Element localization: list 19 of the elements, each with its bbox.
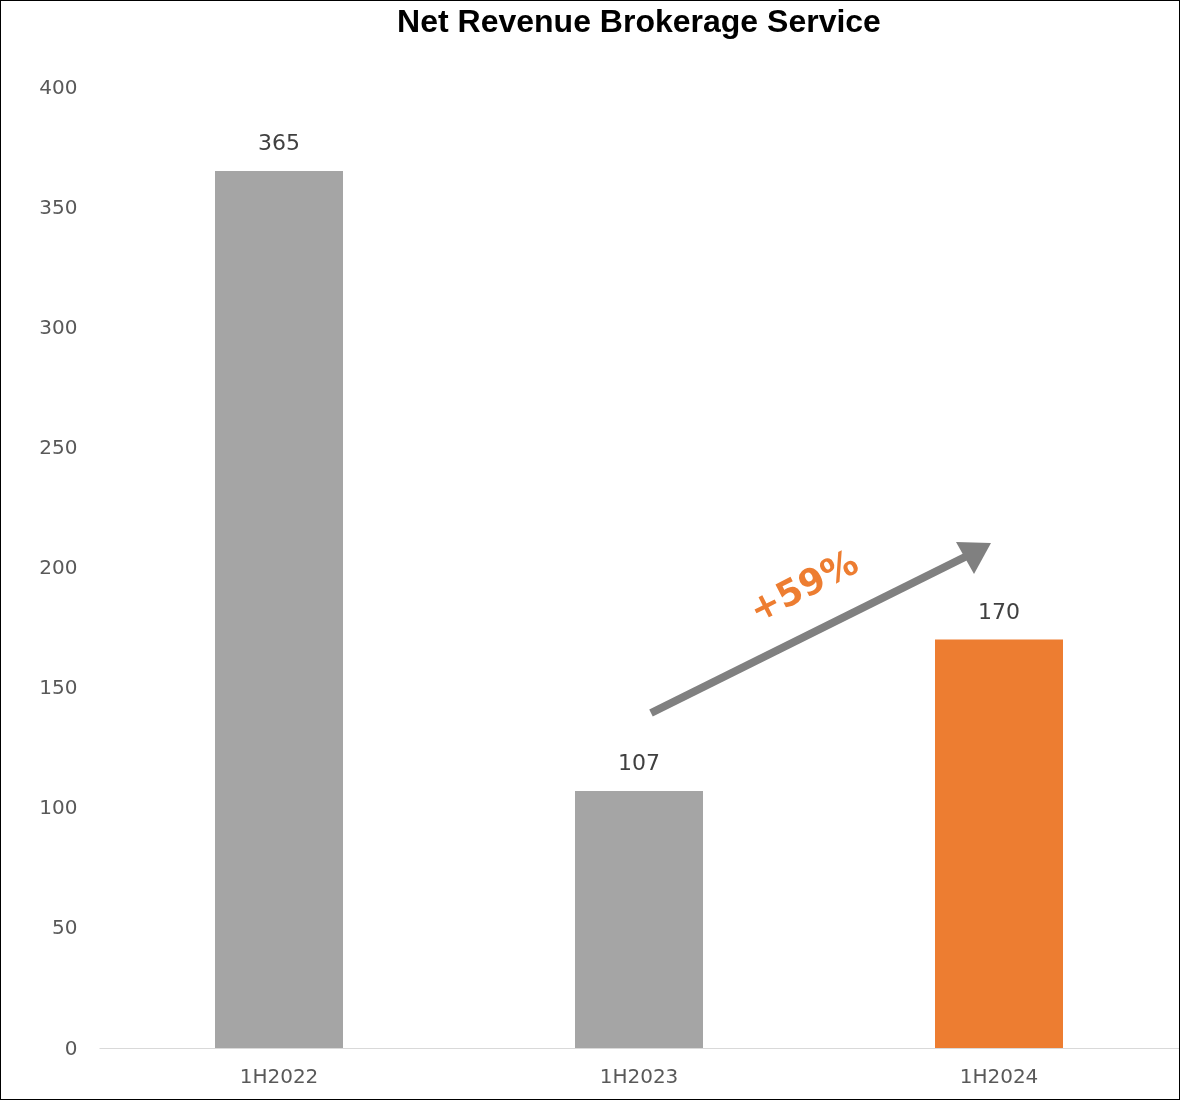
x-tick-label: 1H2024 [959, 1063, 1039, 1088]
y-tick-label: 350 [39, 194, 78, 219]
y-tick-label: 200 [39, 555, 78, 579]
y-tick-label: 250 [39, 434, 78, 459]
y-tick-label: 0 [64, 1035, 78, 1060]
data-label: 170 [978, 598, 1020, 624]
x-tick-label: 1H2023 [599, 1063, 679, 1088]
y-tick-label: 400 [39, 74, 78, 99]
chart-title: Net Revenue Brokerage Service [397, 3, 881, 39]
y-tick-label: 50 [52, 915, 78, 940]
y-tick-label: 300 [39, 314, 78, 339]
bar [575, 790, 703, 1048]
bar [935, 639, 1063, 1048]
data-label: 107 [618, 749, 660, 775]
data-label: 365 [258, 130, 300, 156]
x-tick-label: 1H2022 [239, 1063, 319, 1088]
y-tick-label: 150 [39, 675, 78, 700]
y-tick-label: 100 [39, 795, 78, 820]
bar [215, 171, 343, 1048]
